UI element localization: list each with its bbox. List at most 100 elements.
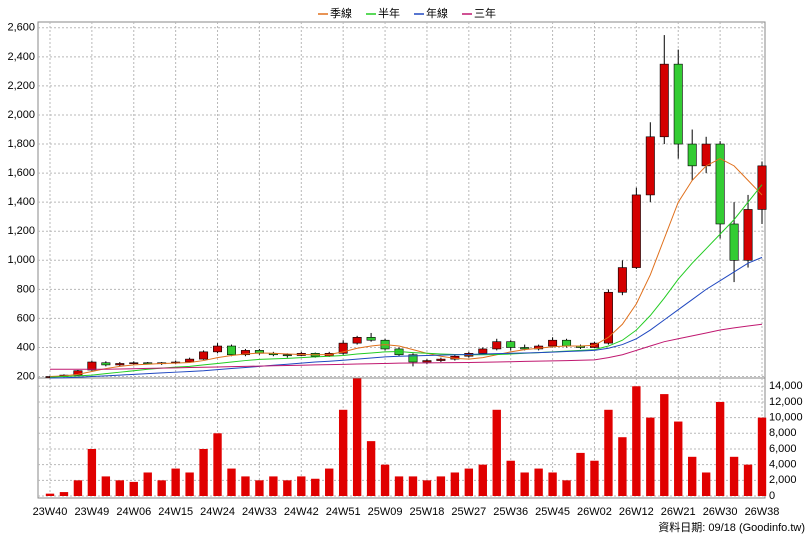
volume-bar bbox=[576, 452, 585, 496]
volume-bar bbox=[311, 478, 320, 496]
y2-tick-label: 12,000 bbox=[769, 396, 803, 408]
candle-body bbox=[659, 63, 669, 138]
y2-tick-label: 0 bbox=[769, 490, 775, 502]
volume-bar bbox=[715, 401, 725, 496]
x-tick-label: 26W38 bbox=[745, 506, 780, 518]
volume-bar bbox=[492, 409, 501, 496]
volume-bar bbox=[590, 460, 599, 496]
volume-bar bbox=[534, 468, 543, 496]
volume-bar bbox=[646, 417, 655, 496]
volume-bar bbox=[213, 433, 222, 496]
y2-tick-label: 14,000 bbox=[769, 380, 803, 392]
volume-bar bbox=[408, 476, 418, 496]
y2-tick-label: 8,000 bbox=[769, 427, 797, 439]
volume-bar bbox=[618, 437, 627, 496]
candle-body bbox=[73, 370, 83, 376]
candle-body bbox=[478, 348, 488, 354]
candle-body bbox=[101, 362, 111, 366]
candle-body bbox=[240, 350, 250, 356]
volume-bar bbox=[352, 378, 362, 496]
volume-bar bbox=[562, 480, 571, 496]
footer: 資料日期: 09/18 (Goodinfo.tw) bbox=[658, 520, 805, 534]
volume-bar bbox=[729, 456, 739, 496]
candle-body bbox=[282, 354, 292, 357]
volume-bar bbox=[394, 476, 404, 496]
volume-bar bbox=[674, 421, 683, 496]
volume-bar bbox=[366, 441, 376, 496]
candle-body bbox=[366, 337, 376, 341]
y-tick-label: 2,400 bbox=[7, 51, 35, 63]
x-tick-label: 26W02 bbox=[577, 506, 612, 518]
x-tick-label: 25W09 bbox=[368, 506, 403, 518]
ma-line bbox=[50, 323, 763, 370]
volume-bar bbox=[478, 464, 487, 496]
volume-bar bbox=[701, 472, 711, 496]
volume-bar bbox=[604, 409, 613, 496]
candle-body bbox=[687, 143, 697, 167]
y-tick-label: 2,200 bbox=[7, 80, 35, 92]
volume-bar bbox=[143, 472, 152, 496]
candle-body bbox=[520, 347, 530, 350]
candle-body bbox=[743, 209, 753, 261]
y-tick-label: 2,600 bbox=[7, 22, 35, 34]
candle-body bbox=[227, 345, 236, 356]
candle-body bbox=[701, 143, 711, 167]
y-tick-label: 200 bbox=[17, 370, 35, 382]
ma-line bbox=[49, 256, 763, 379]
y-tick-label: 400 bbox=[17, 341, 35, 353]
y2-tick-label: 10,000 bbox=[769, 412, 803, 424]
volume-bar bbox=[73, 480, 83, 496]
volume-bar bbox=[450, 472, 460, 496]
volume-bar bbox=[422, 480, 432, 496]
volume-bar bbox=[506, 460, 515, 496]
x-tick-label: 26W30 bbox=[703, 506, 738, 518]
candle-body bbox=[129, 362, 139, 365]
volume-bar bbox=[101, 476, 111, 496]
candle-body bbox=[757, 165, 767, 210]
volume-bar bbox=[436, 476, 446, 496]
legend-label: 三年 bbox=[474, 6, 496, 20]
x-tick-label: 23W40 bbox=[33, 506, 68, 518]
y-tick-label: 800 bbox=[17, 283, 35, 295]
volume-bar bbox=[255, 480, 264, 496]
y-tick-label: 2,000 bbox=[7, 109, 35, 121]
x-tick-label: 25W45 bbox=[535, 506, 570, 518]
candle-body bbox=[87, 361, 97, 371]
y-tick-label: 1,400 bbox=[7, 196, 35, 208]
volume-bar bbox=[283, 480, 292, 496]
volume-bar bbox=[757, 417, 767, 496]
candle-body bbox=[645, 136, 655, 196]
x-tick-label: 23W49 bbox=[74, 506, 109, 518]
candle-body bbox=[422, 360, 432, 363]
candle-body bbox=[115, 363, 125, 366]
volume-bar bbox=[325, 468, 334, 496]
legend-label: 半年 bbox=[378, 6, 400, 20]
volume-bar bbox=[157, 480, 166, 496]
candle-body bbox=[506, 341, 516, 348]
x-tick-label: 26W21 bbox=[661, 506, 696, 518]
ma-line bbox=[49, 158, 763, 378]
volume-bar bbox=[338, 409, 348, 496]
y-tick-label: 1,800 bbox=[7, 138, 35, 150]
volume-bar bbox=[660, 394, 669, 496]
volume-bar bbox=[45, 493, 55, 496]
x-tick-label: 24W51 bbox=[326, 506, 361, 518]
candle-body bbox=[338, 342, 348, 354]
candle-body bbox=[352, 337, 362, 344]
y-tick-label: 600 bbox=[17, 312, 35, 324]
volume-bar bbox=[87, 448, 97, 496]
candle-body bbox=[715, 143, 725, 225]
volume-bar bbox=[380, 464, 390, 496]
volume-bar bbox=[464, 468, 474, 496]
volume-bar bbox=[297, 476, 306, 496]
x-tick-label: 25W18 bbox=[410, 506, 445, 518]
x-tick-label: 25W36 bbox=[493, 506, 528, 518]
volume-bar bbox=[129, 481, 138, 496]
volume-bar bbox=[548, 472, 557, 496]
candle-body bbox=[673, 63, 683, 145]
x-tick-label: 24W33 bbox=[242, 506, 277, 518]
candle-body bbox=[492, 341, 502, 350]
legend-label: 季線 bbox=[330, 6, 352, 20]
candle-body bbox=[562, 339, 572, 347]
volume-bar bbox=[520, 472, 529, 496]
